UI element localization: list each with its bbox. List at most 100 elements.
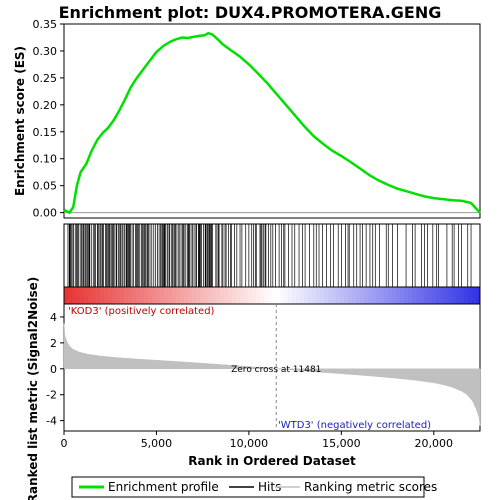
- color-bar-segment: [144, 287, 149, 304]
- es-y-tick-label: 0.10: [33, 153, 58, 166]
- color-bar-segment: [284, 287, 289, 304]
- legend-hits-label: Hits: [258, 480, 281, 494]
- es-panel-frame: [63, 23, 481, 219]
- zero-cross-label: Zero cross at 11481: [231, 365, 321, 375]
- color-bar-segment: [224, 287, 229, 304]
- color-bar-segment: [456, 287, 461, 304]
- color-bar-segment: [364, 287, 369, 304]
- color-bar-segment: [312, 287, 317, 304]
- color-bar-segment: [92, 287, 97, 304]
- color-bar-segment: [324, 287, 329, 304]
- color-bar-segment: [104, 287, 109, 304]
- rank-y-tick-label: 0: [50, 363, 57, 376]
- color-bar-segment: [296, 287, 301, 304]
- rank-y-tick-label: -2: [46, 389, 57, 402]
- color-bar-segment: [460, 287, 465, 304]
- color-bar-segment: [404, 287, 409, 304]
- es-line: [63, 31, 481, 215]
- color-bar-segment: [332, 287, 337, 304]
- color-bar-segment: [196, 287, 201, 304]
- color-bar-segment: [116, 287, 121, 304]
- color-bar-segment: [236, 287, 241, 304]
- color-bar-segment: [204, 287, 209, 304]
- color-bar-segment: [244, 287, 249, 304]
- color-bar-segment: [420, 287, 425, 304]
- color-bar-segment: [464, 287, 469, 304]
- color-bar-segment: [100, 287, 105, 304]
- color-bar-segment: [356, 287, 361, 304]
- color-bar-segment: [212, 287, 217, 304]
- color-bar-segment: [88, 287, 93, 304]
- es-y-tick-label: 0.20: [33, 99, 58, 112]
- color-bar-segment: [264, 287, 269, 304]
- es-y-tick-label: 0.05: [33, 180, 58, 193]
- color-bar-segment: [112, 287, 117, 304]
- positive-correlation-label: 'KOD3' (positively correlated): [68, 306, 215, 317]
- color-bar-segment: [216, 287, 221, 304]
- color-bar-segment: [200, 287, 205, 304]
- color-bar-segment: [368, 287, 373, 304]
- color-bar-segment: [476, 287, 481, 304]
- legend-es-label: Enrichment profile: [108, 480, 219, 494]
- color-bar-segment: [84, 287, 89, 304]
- color-bar-segment: [380, 287, 385, 304]
- color-bar-segment: [384, 287, 389, 304]
- color-bar-segment: [328, 287, 333, 304]
- color-bar-segment: [132, 287, 137, 304]
- color-bar-segment: [148, 287, 153, 304]
- color-bar-segment: [340, 287, 345, 304]
- color-bar-segment: [76, 287, 81, 304]
- rank-y-axis-label: Ranked list metric (Signal2Noise): [26, 277, 40, 500]
- x-axis-label: Rank in Ordered Dataset: [188, 454, 356, 468]
- color-bar-segment: [440, 287, 445, 304]
- color-bar-segment: [252, 287, 257, 304]
- color-bar-segment: [432, 287, 437, 304]
- color-bar-segment: [128, 287, 133, 304]
- color-bar-segment: [160, 287, 165, 304]
- color-bar-segment: [268, 287, 273, 304]
- color-bar-segment: [176, 287, 181, 304]
- color-bar-segment: [220, 287, 225, 304]
- color-bar-segment: [436, 287, 441, 304]
- color-bar-segment: [316, 287, 321, 304]
- color-bar-segment: [452, 287, 457, 304]
- color-bar-segment: [188, 287, 193, 304]
- color-bar-segment: [248, 287, 253, 304]
- color-bar-segment: [276, 287, 281, 304]
- color-bar-segment: [300, 287, 305, 304]
- color-bar-segment: [292, 287, 297, 304]
- color-bar-segment: [392, 287, 397, 304]
- color-bar-segment: [448, 287, 453, 304]
- x-tick-label: 20,000: [415, 437, 454, 450]
- color-bar-segment: [424, 287, 429, 304]
- color-bar-segment: [192, 287, 197, 304]
- color-bar-segment: [240, 287, 245, 304]
- x-tick-label: 0: [61, 437, 68, 450]
- color-bar-segment: [348, 287, 353, 304]
- legend: Enrichment profile Hits Ranking metric s…: [71, 476, 437, 498]
- color-bar-segment: [184, 287, 189, 304]
- color-bar-segment: [288, 287, 293, 304]
- rank-y-tick-label: -4: [46, 415, 57, 428]
- legend-metric-label: Ranking metric scores: [304, 480, 437, 494]
- color-bar-segment: [408, 287, 413, 304]
- color-bar-segment: [472, 287, 477, 304]
- rank-y-tick-label: 4: [50, 311, 57, 324]
- chart-title: Enrichment plot: DUX4.PROMOTERA.GENG: [59, 3, 442, 22]
- color-bar-segment: [140, 287, 145, 304]
- color-bar-segment: [412, 287, 417, 304]
- color-bar-segment: [376, 287, 381, 304]
- color-bar-segment: [72, 287, 77, 304]
- color-bar-segment: [396, 287, 401, 304]
- ranking-metric-area: [63, 323, 481, 426]
- color-bar-segment: [228, 287, 233, 304]
- es-y-tick-label: 0.15: [33, 126, 58, 139]
- es-y-tick-label: 0.35: [33, 18, 58, 31]
- color-bar-segment: [168, 287, 173, 304]
- negative-correlation-label: 'WTD3' (negatively correlated): [278, 420, 431, 431]
- color-bar-segment: [304, 287, 309, 304]
- color-bar-segment: [172, 287, 177, 304]
- color-bar-segment: [256, 287, 261, 304]
- color-bar-segment: [124, 287, 129, 304]
